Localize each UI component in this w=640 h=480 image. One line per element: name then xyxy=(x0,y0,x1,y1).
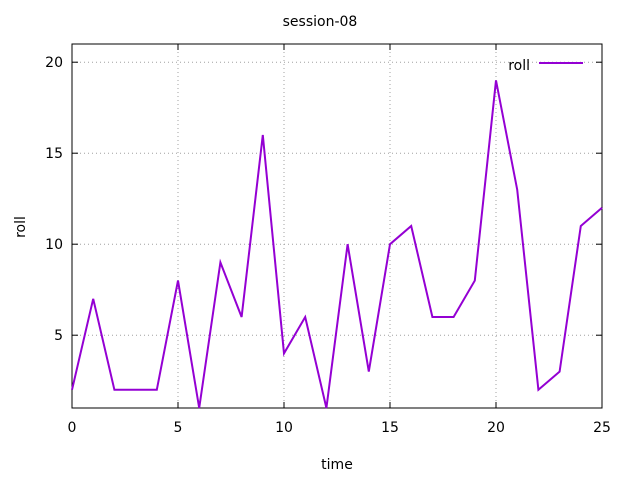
x-tick-label: 5 xyxy=(174,420,183,436)
legend: roll xyxy=(508,58,583,74)
x-axis-label: time xyxy=(321,457,353,473)
x-tick-labels: 0 5 10 15 20 25 xyxy=(68,420,611,436)
x-tick-label: 10 xyxy=(275,420,293,436)
y-tick-label: 10 xyxy=(45,237,63,253)
series-line-roll xyxy=(71,80,603,409)
x-tick-label: 25 xyxy=(593,420,611,436)
x-tick-label: 0 xyxy=(68,420,77,436)
x-tick-label: 15 xyxy=(381,420,399,436)
y-axis-label: roll xyxy=(13,216,29,238)
plot-border xyxy=(71,43,603,409)
y-tick-label: 20 xyxy=(45,55,63,71)
chart-title: session-08 xyxy=(283,14,358,30)
legend-label-roll: roll xyxy=(508,58,530,74)
x-tick-label: 20 xyxy=(487,420,505,436)
grid-lines xyxy=(72,44,602,408)
y-tick-label: 5 xyxy=(54,328,63,344)
y-tick-labels: 5 10 15 20 xyxy=(45,55,63,344)
y-tick-label: 15 xyxy=(45,146,63,162)
axis-ticks xyxy=(71,44,603,408)
